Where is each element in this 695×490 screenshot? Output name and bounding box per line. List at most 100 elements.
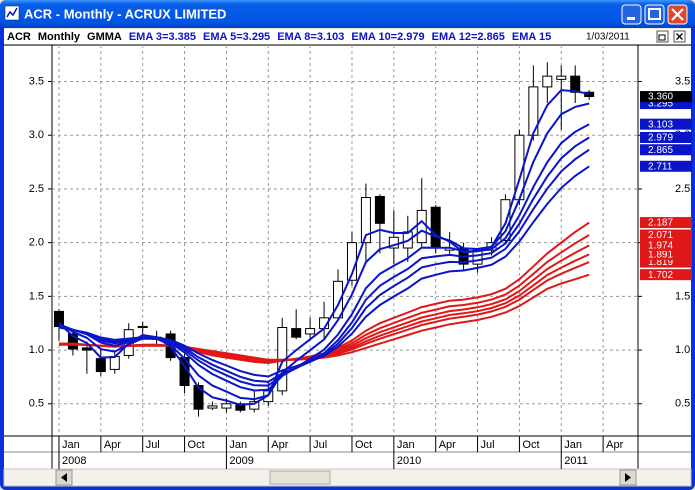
candle-body bbox=[207, 405, 218, 409]
candle-body bbox=[416, 209, 427, 244]
y-tick-label: 1.0 bbox=[29, 344, 44, 356]
y-tick-label-right: 0.5 bbox=[675, 398, 690, 410]
candle-body bbox=[81, 347, 92, 351]
pane-close-glyph bbox=[676, 33, 683, 40]
chart-header bbox=[4, 29, 691, 45]
end-value-label-box bbox=[640, 256, 692, 268]
ema-line bbox=[58, 102, 590, 401]
window-title: ACR - Monthly - ACRUX LIMITED bbox=[24, 6, 226, 21]
x-tick-label: Apr bbox=[271, 439, 288, 451]
x-tick-label: Jul bbox=[481, 439, 495, 451]
ema-line bbox=[58, 89, 590, 406]
end-value-label: 1.819 bbox=[648, 257, 673, 268]
candle-body bbox=[584, 91, 595, 98]
indicator: GMMA bbox=[87, 31, 122, 43]
y-tick-label-right: 1.0 bbox=[675, 344, 690, 356]
chart-date: 1/03/2011 bbox=[586, 32, 630, 43]
candle-body bbox=[333, 280, 344, 319]
y-tick-label: 2.5 bbox=[29, 183, 44, 195]
end-value-label: 3.103 bbox=[648, 119, 673, 130]
close-button[interactable] bbox=[667, 4, 688, 25]
symbol: ACR bbox=[7, 31, 31, 43]
end-value-label: 1.702 bbox=[648, 270, 673, 281]
year-label: 2009 bbox=[229, 455, 253, 467]
y-tick-label: 0.5 bbox=[29, 398, 44, 410]
close-value-label: 3.360 bbox=[648, 92, 673, 103]
minimize-box[interactable] bbox=[621, 4, 642, 25]
candle-body bbox=[291, 328, 302, 338]
legend-entry: EMA 12=2.865 bbox=[432, 31, 505, 43]
candle-body bbox=[221, 403, 232, 409]
minimize-glyph bbox=[627, 17, 635, 20]
candle-body bbox=[388, 236, 399, 249]
candle-body bbox=[542, 75, 553, 88]
candle-body bbox=[95, 358, 106, 373]
end-value-label: 1.891 bbox=[648, 249, 673, 260]
candle-body bbox=[109, 356, 120, 370]
pane-restore-button[interactable] bbox=[656, 30, 669, 43]
candle-body bbox=[137, 325, 148, 329]
title-bar bbox=[0, 0, 695, 28]
end-value-label-box bbox=[640, 131, 692, 143]
legend-entry: EMA 15 bbox=[512, 31, 551, 43]
x-tick-label: Jan bbox=[564, 439, 582, 451]
scrollbar[interactable] bbox=[3, 468, 692, 487]
maximize-button[interactable] bbox=[644, 4, 665, 25]
legend-entry: EMA 8=3.103 bbox=[277, 31, 344, 43]
maximize-glyph bbox=[648, 8, 661, 20]
candle-body bbox=[249, 401, 260, 410]
candle-body bbox=[360, 197, 371, 244]
end-value-label-box bbox=[640, 144, 692, 156]
plot-background bbox=[4, 46, 691, 436]
end-value-label: 2.711 bbox=[648, 161, 673, 172]
close-glyph bbox=[671, 8, 684, 21]
x-tick-label: Oct bbox=[355, 439, 372, 451]
y-tick-label-right: 3.5 bbox=[675, 75, 690, 87]
candle-body bbox=[193, 385, 204, 410]
year-label: 2010 bbox=[397, 455, 421, 467]
end-value-label-box bbox=[640, 160, 692, 172]
plot-area bbox=[53, 62, 595, 417]
x-tick-label: Apr bbox=[104, 439, 121, 451]
x-tick-label: Apr bbox=[606, 439, 623, 451]
legend-entry: EMA 3=3.385 bbox=[129, 31, 196, 43]
end-value-label: 2.865 bbox=[648, 145, 673, 156]
x-tick-label: Jul bbox=[146, 439, 160, 451]
year-label: 2008 bbox=[62, 455, 86, 467]
maximize-box[interactable] bbox=[644, 4, 665, 25]
close-value-label-box bbox=[640, 91, 692, 103]
scroll-thumb[interactable] bbox=[269, 470, 331, 485]
end-value-label-box bbox=[640, 248, 692, 260]
minimize-button[interactable] bbox=[621, 4, 642, 25]
y-tick-label: 1.5 bbox=[29, 290, 44, 302]
end-value-label: 2.187 bbox=[648, 218, 673, 229]
y-tick-label: 2.0 bbox=[29, 237, 44, 249]
x-tick-label: Oct bbox=[188, 439, 205, 451]
end-value-label-box bbox=[640, 217, 692, 229]
candle-body bbox=[570, 75, 581, 93]
candle-body bbox=[430, 206, 441, 249]
end-value-label-box bbox=[640, 98, 692, 110]
x-tick-label: Jan bbox=[397, 439, 415, 451]
end-value-label: 2.979 bbox=[648, 133, 673, 144]
x-tick-label: Jan bbox=[229, 439, 247, 451]
y-tick-label-right: 1.5 bbox=[675, 290, 690, 302]
end-value-label: 1.974 bbox=[648, 241, 673, 252]
y-tick-label: 3.0 bbox=[29, 129, 44, 141]
scroll-track[interactable] bbox=[3, 468, 692, 487]
candle-body bbox=[374, 195, 385, 224]
end-value-label-box bbox=[640, 118, 692, 130]
candle-body bbox=[556, 75, 567, 80]
end-value-label: 3.295 bbox=[648, 99, 673, 110]
scroll-left-glyph bbox=[61, 473, 67, 482]
window-icon-glyph bbox=[6, 7, 18, 18]
end-value-label-box bbox=[640, 229, 692, 241]
candle-body bbox=[305, 328, 316, 335]
legend-entry: EMA 10=2.979 bbox=[351, 31, 424, 43]
header-items: ACR Monthly GMMA EMA 3=3.385 EMA 5=3.295 EMA … bbox=[7, 31, 551, 43]
end-value-label-box bbox=[640, 239, 692, 251]
candle-body bbox=[67, 333, 78, 350]
period: Monthly bbox=[38, 31, 81, 43]
